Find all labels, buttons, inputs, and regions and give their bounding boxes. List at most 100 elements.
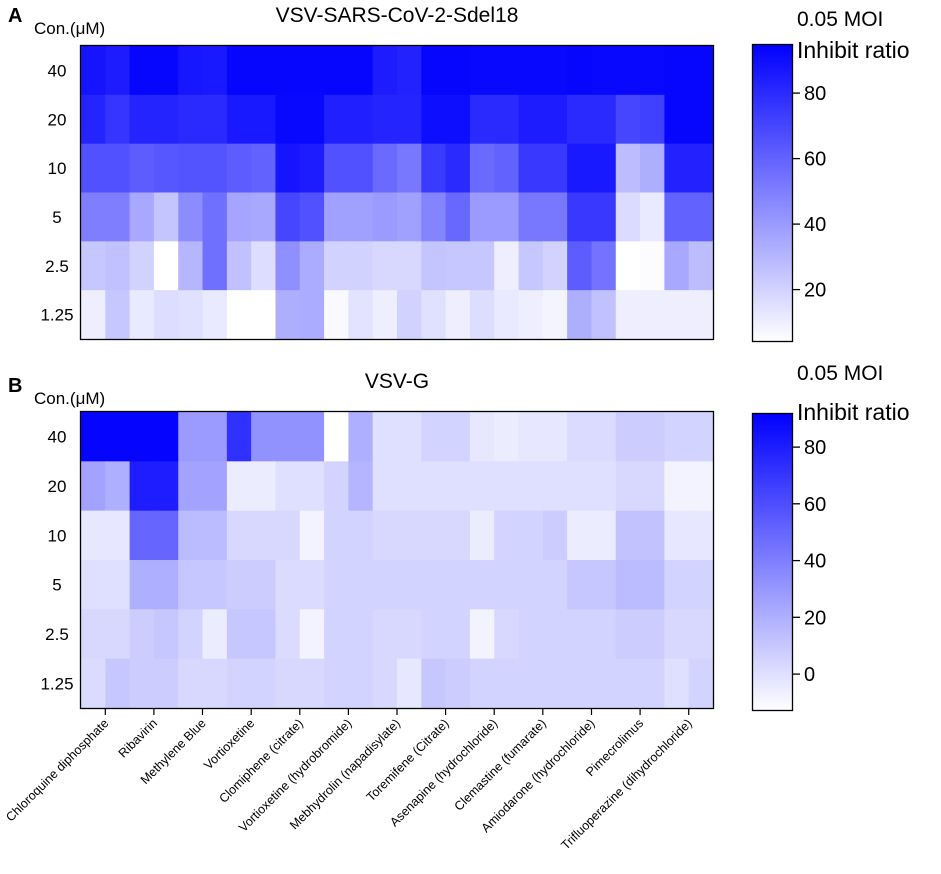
panel-b-legend-title-1: 0.05 MOI: [797, 362, 883, 385]
heatmap-cell: [324, 412, 349, 462]
heatmap-cell: [421, 192, 447, 242]
heatmap-cell: [129, 560, 155, 610]
colorbar-tick-label: 20: [804, 607, 826, 629]
heatmap-cell: [226, 290, 252, 340]
heatmap-cell: [129, 290, 155, 340]
heatmap-cell: [275, 560, 301, 610]
heatmap-cell: [518, 94, 544, 145]
heatmap-cell: [664, 658, 690, 709]
heatmap-cell: [421, 461, 447, 512]
heatmap-cell: [129, 510, 155, 561]
heatmap-cell: [105, 46, 131, 96]
heatmap-cell: [445, 143, 471, 194]
heatmap-cell: [372, 192, 398, 242]
heatmap-cell: [81, 192, 106, 242]
heatmap-cell: [226, 46, 252, 96]
heatmap-cell: [688, 560, 714, 610]
heatmap-cell: [591, 510, 617, 561]
heatmap-cell: [226, 94, 252, 145]
heatmap-cell: [348, 94, 374, 145]
heatmap-cell: [105, 241, 131, 291]
heatmap-cell: [275, 290, 301, 340]
heatmap-cell: [153, 290, 179, 340]
heatmap-cell: [469, 290, 495, 340]
heatmap-cell: [518, 412, 544, 462]
heatmap-cell: [397, 290, 422, 340]
heatmap-cell: [469, 609, 495, 660]
heatmap-cell: [518, 143, 544, 194]
heatmap-cell: [640, 241, 665, 291]
heatmap-cell: [615, 241, 641, 291]
heatmap-cell: [397, 560, 422, 610]
heatmap-cell: [615, 46, 641, 96]
heatmap-cell: [275, 192, 301, 242]
panel-a-legend-title-1: 0.05 MOI: [797, 8, 883, 31]
heatmap-cell: [299, 46, 325, 96]
drug-label: Ribavirin: [116, 716, 160, 760]
heatmap-cell: [81, 461, 106, 512]
heatmap-cell: [275, 609, 301, 660]
heatmap-cell: [688, 609, 714, 660]
heatmap-cell: [518, 510, 544, 561]
heatmap-cell: [664, 192, 690, 242]
heatmap-cell: [178, 241, 204, 291]
heatmap-cell: [688, 192, 714, 242]
heatmap-cell: [226, 143, 252, 194]
heatmap-cell: [664, 609, 690, 660]
heatmap-cell: [688, 412, 714, 462]
heatmap-cell: [275, 46, 301, 96]
heatmap-cell: [129, 241, 155, 291]
heatmap-cell: [81, 241, 106, 291]
heatmap-cell: [372, 46, 398, 96]
heatmap-cell: [688, 290, 714, 340]
heatmap-cell: [348, 461, 374, 512]
heatmap-cell: [542, 290, 568, 340]
heatmap-cell: [421, 658, 447, 709]
heatmap-cell: [299, 290, 325, 340]
heatmap-cell: [421, 290, 447, 340]
heatmap-cell: [640, 658, 665, 709]
heatmap-cell: [275, 94, 301, 145]
heatmap-cell: [591, 609, 617, 660]
heatmap-cell: [178, 143, 204, 194]
heatmap-cell: [469, 94, 495, 145]
heatmap-cell: [469, 510, 495, 561]
concentration-label: 10: [48, 526, 67, 545]
heatmap-cell: [664, 412, 690, 462]
heatmap-cell: [348, 658, 374, 709]
heatmap-cell: [226, 412, 252, 462]
heatmap-cell: [105, 94, 131, 145]
heatmap-cell: [324, 46, 349, 96]
heatmap-cell: [324, 609, 349, 660]
heatmap-cell: [567, 560, 593, 610]
heatmap-cell: [178, 461, 204, 512]
heatmap-cell: [640, 560, 665, 610]
heatmap-cell: [518, 461, 544, 512]
heatmap-cell: [591, 560, 617, 610]
heatmap-cell: [615, 461, 641, 512]
heatmap-cell: [567, 412, 593, 462]
heatmap-cell: [397, 412, 422, 462]
concentration-label: 5: [52, 576, 61, 595]
heatmap-cell: [567, 192, 593, 242]
heatmap-cell: [129, 192, 155, 242]
heatmap-cell: [202, 94, 228, 145]
heatmap-cell: [153, 241, 179, 291]
heatmap-cell: [226, 560, 252, 610]
panel-b-colorbar-border: [751, 412, 794, 712]
heatmap-cell: [640, 290, 665, 340]
heatmap-cell: [251, 412, 277, 462]
colorbar-tick-label: 40: [804, 214, 826, 236]
colorbar-tick-label: 80: [804, 437, 826, 459]
heatmap-cell: [129, 46, 155, 96]
heatmap-cell: [397, 510, 422, 561]
heatmap-cell: [494, 46, 520, 96]
heatmap-cell: [664, 560, 690, 610]
heatmap-cell: [567, 461, 593, 512]
heatmap-cell: [445, 510, 471, 561]
heatmap-cell: [567, 609, 593, 660]
heatmap-cell: [688, 658, 714, 709]
heatmap-cell: [324, 658, 349, 709]
heatmap-cell: [494, 609, 520, 660]
